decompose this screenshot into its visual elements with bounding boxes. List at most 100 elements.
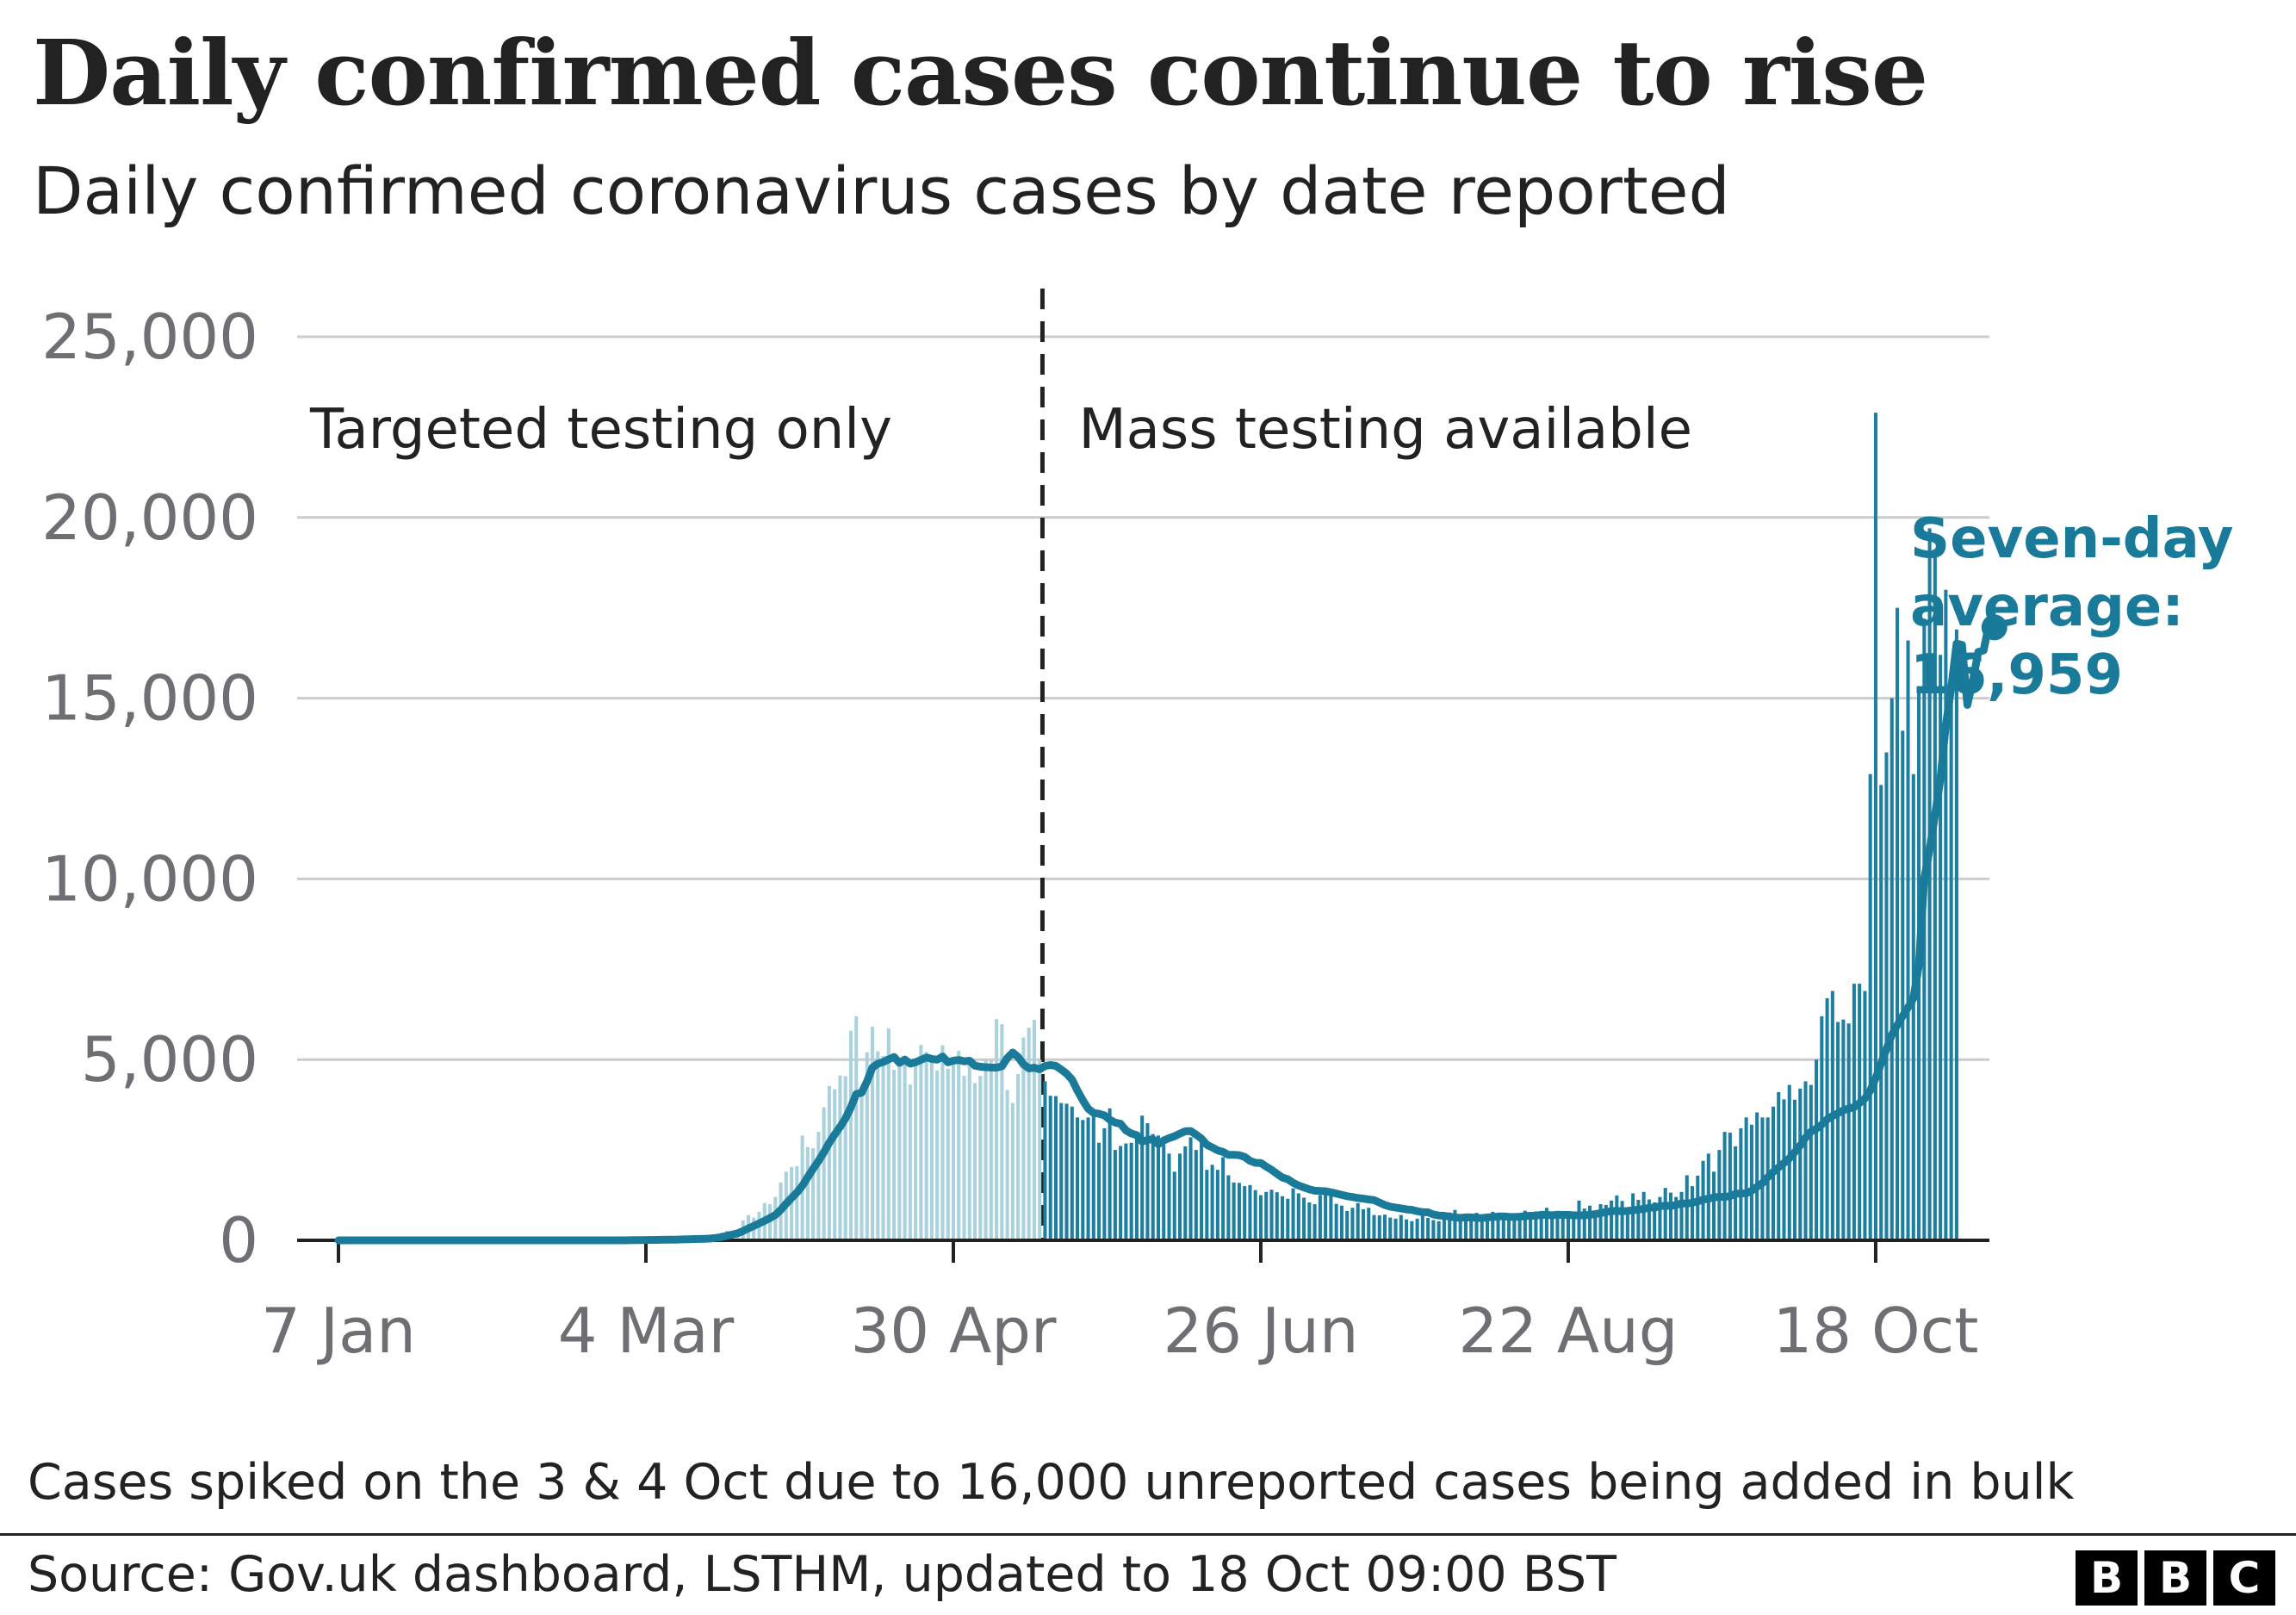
daily-case-bar <box>1620 1201 1624 1240</box>
daily-case-bar <box>1215 1170 1219 1240</box>
daily-case-bar <box>1119 1146 1123 1240</box>
daily-case-bar <box>1258 1195 1263 1240</box>
daily-case-bar <box>1496 1216 1500 1240</box>
daily-case-bar <box>1318 1195 1322 1240</box>
seven-day-average-endpoint <box>1981 614 2007 641</box>
daily-case-bar <box>1550 1216 1554 1240</box>
y-tick-label: 10,000 <box>41 842 258 915</box>
daily-case-bar <box>1188 1137 1193 1240</box>
daily-case-bar <box>1280 1196 1285 1240</box>
daily-case-bar <box>1534 1211 1538 1240</box>
region-label-targeted: Targeted testing only <box>309 398 892 462</box>
daily-case-bar <box>1048 1096 1052 1240</box>
daily-case-bar <box>865 1052 869 1240</box>
daily-case-bar <box>1140 1115 1145 1240</box>
y-tick-label: 15,000 <box>41 662 258 735</box>
daily-case-bar <box>1852 984 1856 1240</box>
daily-case-bars <box>471 413 1958 1240</box>
daily-case-bar <box>967 1064 971 1240</box>
daily-case-bar <box>1674 1196 1679 1240</box>
daily-case-bar <box>1561 1213 1565 1240</box>
daily-case-bar <box>827 1085 831 1240</box>
daily-case-bar <box>1156 1135 1160 1240</box>
x-tick-label: 4 Mar <box>558 1295 735 1367</box>
x-tick-label: 30 Apr <box>850 1295 1056 1367</box>
daily-case-bar <box>1324 1193 1328 1240</box>
bbc-logo-block: B <box>2076 1550 2138 1606</box>
daily-case-bar <box>1722 1132 1727 1240</box>
daily-case-bar <box>1911 773 1915 1240</box>
daily-case-bar <box>1873 413 1877 1240</box>
chart-note: Cases spiked on the 3 & 4 Oct due to 16,… <box>28 1454 2075 1511</box>
region-label-mass: Mass testing available <box>1078 398 1692 462</box>
daily-case-bar <box>859 1096 864 1240</box>
daily-case-bar <box>1134 1132 1139 1240</box>
x-tick-label: 22 Aug <box>1458 1295 1678 1367</box>
daily-case-bar <box>897 1063 902 1240</box>
daily-case-bar <box>1205 1170 1209 1240</box>
daily-case-bar <box>1529 1215 1533 1240</box>
daily-case-bar <box>1043 1081 1047 1240</box>
daily-case-bar <box>1712 1171 1716 1240</box>
daily-case-bar <box>1356 1202 1360 1240</box>
daily-case-bar <box>886 1028 890 1240</box>
chart-subtitle: Daily confirmed coronavirus cases by dat… <box>33 152 1730 229</box>
daily-case-bar <box>848 1030 853 1240</box>
daily-case-bar <box>1593 1211 1598 1240</box>
daily-case-bar <box>1858 984 1862 1240</box>
daily-case-bar <box>822 1107 826 1240</box>
daily-case-bar <box>1393 1218 1398 1240</box>
daily-case-bar <box>935 1070 940 1240</box>
daily-case-bar <box>1927 528 1932 1240</box>
annotation-line: average: <box>1910 575 2184 639</box>
daily-case-bar <box>1636 1200 1641 1240</box>
daily-case-bar <box>1615 1195 1619 1240</box>
daily-case-bar <box>1809 1084 1813 1240</box>
daily-case-bar <box>1604 1204 1608 1240</box>
daily-case-bar <box>1798 1088 1803 1240</box>
daily-case-bar <box>1210 1165 1214 1240</box>
daily-case-bar <box>1879 785 1883 1240</box>
daily-case-bar <box>1685 1175 1689 1240</box>
daily-case-bar <box>1641 1191 1646 1240</box>
daily-case-bar <box>1113 1150 1117 1240</box>
daily-case-bar <box>1194 1150 1198 1240</box>
daily-case-bar <box>1458 1216 1462 1240</box>
daily-case-bar <box>1539 1211 1543 1240</box>
daily-case-bar <box>1949 698 1953 1240</box>
daily-case-bar <box>1939 655 1943 1240</box>
daily-case-bar <box>1221 1157 1226 1240</box>
daily-case-bar <box>1863 991 1867 1240</box>
daily-case-bar <box>1517 1213 1522 1240</box>
daily-case-bar <box>1749 1124 1753 1240</box>
daily-case-bar <box>1253 1190 1257 1240</box>
daily-case-bar <box>973 1083 977 1240</box>
daily-case-bar <box>1005 1090 1009 1240</box>
daily-case-bar <box>1480 1214 1484 1240</box>
daily-case-bar <box>838 1075 842 1240</box>
daily-case-bar <box>1944 589 1948 1240</box>
daily-case-bar <box>1415 1218 1419 1240</box>
daily-case-bar <box>1124 1143 1128 1240</box>
daily-case-bar <box>1647 1199 1651 1240</box>
daily-case-bar <box>1631 1193 1635 1240</box>
daily-case-bar <box>1172 1171 1176 1240</box>
daily-case-bar <box>1000 1024 1004 1240</box>
daily-case-bar <box>1405 1219 1409 1240</box>
daily-case-bar <box>1507 1218 1511 1240</box>
daily-case-bar <box>1377 1215 1381 1240</box>
daily-case-bar <box>1491 1211 1495 1240</box>
daily-case-bar <box>1884 752 1889 1240</box>
daily-case-bar <box>989 1060 993 1240</box>
y-tick-label: 5,000 <box>81 1023 258 1096</box>
y-tick-label: 20,000 <box>41 481 258 554</box>
daily-case-bar <box>1410 1221 1414 1240</box>
daily-case-bar <box>1307 1202 1312 1240</box>
annotation-line: 16,959 <box>1910 643 2123 707</box>
y-tick-label: 25,000 <box>41 301 258 373</box>
daily-case-bar <box>908 1084 912 1240</box>
daily-case-bar <box>1690 1186 1695 1240</box>
daily-case-bar <box>1081 1120 1085 1240</box>
daily-case-bar <box>1264 1191 1269 1240</box>
daily-case-bar <box>1286 1198 1290 1240</box>
